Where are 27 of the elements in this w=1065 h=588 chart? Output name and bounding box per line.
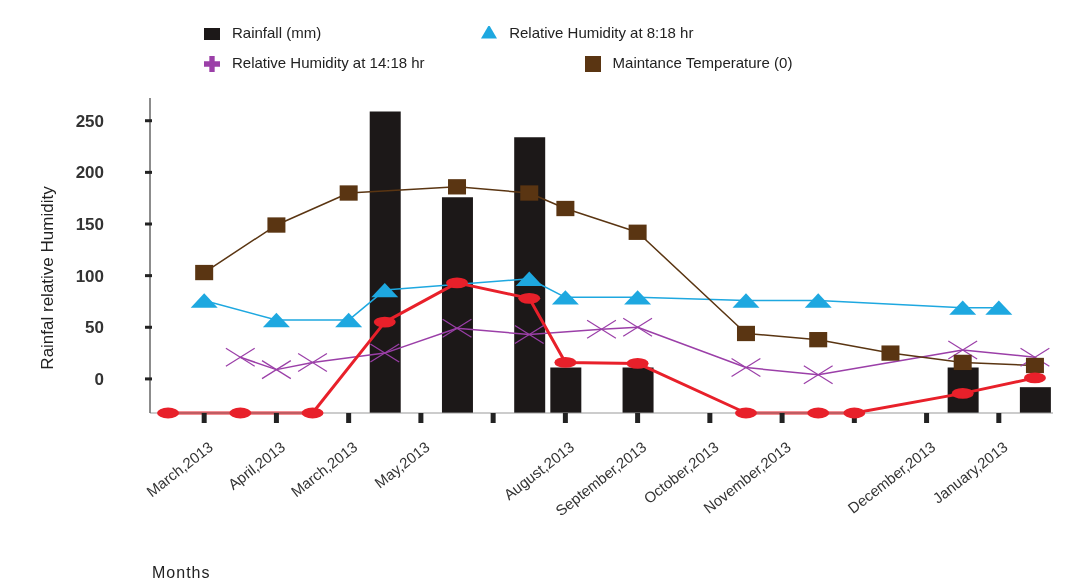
- bar: [441, 197, 473, 413]
- bar: [369, 111, 401, 413]
- point: [339, 185, 358, 201]
- point: [736, 325, 755, 342]
- point: [448, 179, 467, 195]
- y-tick-label: 100: [75, 266, 104, 286]
- point: [195, 264, 214, 281]
- point: [520, 185, 539, 201]
- point: [809, 332, 828, 348]
- point: [1025, 357, 1044, 374]
- x-axis-title: Months: [152, 564, 211, 582]
- point: [953, 354, 972, 371]
- y-tick-label: 200: [75, 163, 104, 183]
- bar: [1019, 387, 1051, 413]
- point: [267, 217, 286, 233]
- y-tick-label: 250: [75, 111, 104, 131]
- legend-label: Relative Humidity at 14:18 hr: [232, 54, 425, 71]
- y-tick-label: 150: [75, 215, 104, 234]
- legend-label: Maintance Temperature (0): [612, 54, 793, 71]
- y-tick-label: 0: [94, 369, 104, 389]
- legend-label: Rainfall (mm): [232, 24, 322, 41]
- point: [556, 200, 575, 217]
- legend-label: Relative Humidity at 8:18 hr: [509, 24, 694, 41]
- point: [881, 345, 900, 361]
- y-axis-title: Rainfal relative Humidity: [38, 186, 58, 370]
- y-tick-label: 50: [85, 318, 104, 338]
- point: [628, 224, 647, 240]
